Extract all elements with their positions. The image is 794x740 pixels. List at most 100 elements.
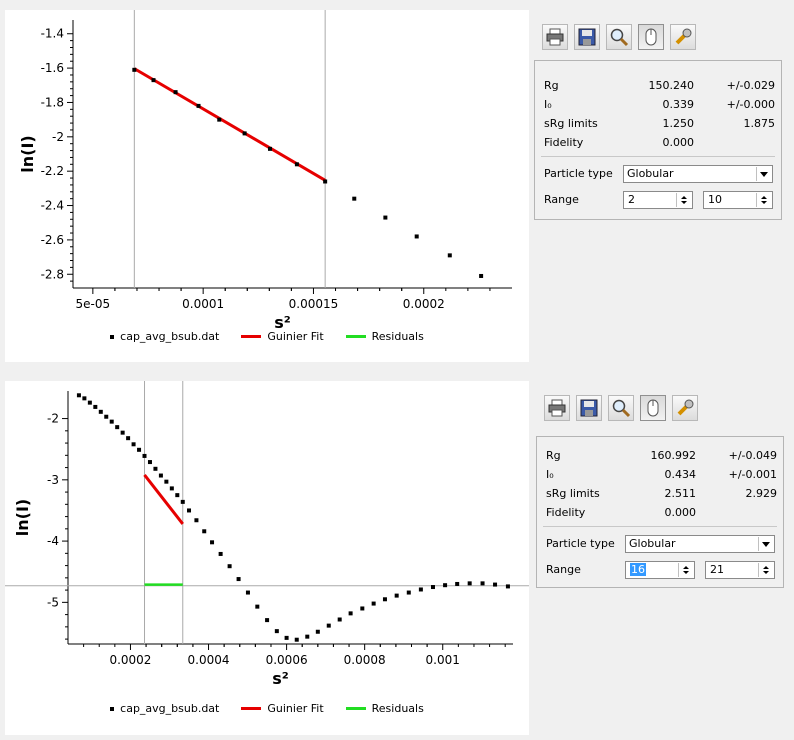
guinier-chart-2[interactable]: -2 -3 -4 -5 0.0002 0.0004 0.0006 0.0008 0.001 s² l…: [5, 381, 529, 703]
data-point: [274, 629, 279, 634]
print-button[interactable]: [544, 395, 570, 421]
range-row: Range: [537, 561, 783, 579]
legend-item-fit[interactable]: Guinier Fit: [241, 702, 324, 715]
y-tick-label: -1.6: [41, 61, 64, 75]
y-tick-label: -2.2: [41, 164, 64, 178]
data-point: [371, 601, 376, 606]
data-point: [284, 635, 289, 640]
legend-item-residuals[interactable]: Residuals: [345, 330, 424, 343]
data-point: [142, 453, 147, 458]
srg-limit-min: 2.511: [664, 487, 697, 500]
legend-item-dat[interactable]: cap_avg_bsub.dat: [110, 702, 219, 715]
data-point: [151, 78, 156, 83]
spin-arrows-icon[interactable]: [676, 193, 691, 207]
rg-error: +/-0.049: [728, 449, 777, 462]
plot-area-1[interactable]: -1.4 -1.6 -1.8 -2 -2.2 -2.4 -2.6 -2.8 5e-05 0.000…: [5, 10, 529, 362]
pan-mouse-button[interactable]: [638, 24, 664, 50]
settings-button[interactable]: [672, 395, 698, 421]
mouse-icon: [645, 28, 657, 46]
guinier-panel-2: -2 -3 -4 -5 0.0002 0.0004 0.0006 0.0008 0.001 s² l…: [5, 381, 790, 735]
spin-arrows-icon[interactable]: [678, 563, 693, 577]
range-end-spinbox[interactable]: 10: [703, 191, 773, 209]
legend-point-marker: [110, 706, 115, 711]
data-point: [443, 583, 448, 588]
range-end-value: 10: [708, 193, 722, 206]
settings-icon: [677, 399, 694, 416]
pan-mouse-button[interactable]: [640, 395, 666, 421]
plot-area-2[interactable]: -2 -3 -4 -5 0.0002 0.0004 0.0006 0.0008 0.001 s² l…: [5, 381, 529, 735]
legend-item-dat[interactable]: cap_avg_bsub.dat: [110, 330, 219, 343]
data-point: [115, 425, 120, 430]
srg-limits-row: sRg limits 1.250 1.875: [535, 115, 781, 133]
rg-row: Rg 160.992 +/-0.049: [537, 447, 783, 465]
x-tick-label: 0.0004: [188, 653, 230, 667]
x-axis-label: s²: [274, 313, 291, 332]
data-point: [479, 273, 484, 278]
data-point: [137, 447, 142, 452]
y-tick-label: -2.4: [41, 199, 64, 213]
data-point: [315, 629, 320, 634]
data-point: [194, 518, 199, 523]
data-point: [294, 162, 299, 167]
info-separator: [543, 526, 777, 527]
guinier-chart-1[interactable]: -1.4 -1.6 -1.8 -2 -2.2 -2.4 -2.6 -2.8 5e-05 0.000…: [5, 10, 529, 332]
legend-2: cap_avg_bsub.dat Guinier Fit Residuals: [5, 702, 529, 715]
settings-button[interactable]: [670, 24, 696, 50]
fidelity-value: 0.000: [662, 136, 695, 149]
data-point: [153, 466, 158, 471]
range-start-spinbox[interactable]: 16: [625, 561, 695, 579]
fidelity-label: Fidelity: [546, 506, 586, 519]
x-tick-label: 0.001: [426, 653, 460, 667]
particle-type-row: Particle type: [535, 165, 781, 183]
i0-value: 0.434: [664, 468, 697, 481]
legend-residuals-line: [345, 707, 366, 710]
zoom-button[interactable]: [606, 24, 632, 50]
range-end-spinbox[interactable]: 21: [705, 561, 775, 579]
data-point: [406, 590, 411, 595]
data-point: [175, 493, 180, 498]
legend-item-residuals[interactable]: Residuals: [345, 702, 424, 715]
print-button[interactable]: [542, 24, 568, 50]
data-point: [265, 618, 270, 623]
rg-value: 150.240: [648, 79, 695, 92]
legend-label-residuals: Residuals: [371, 702, 424, 715]
particle-type-select[interactable]: Globular: [625, 535, 775, 553]
data-point: [93, 404, 98, 409]
spin-arrows-icon[interactable]: [758, 563, 773, 577]
x-tick-label: 0.0001: [182, 297, 224, 311]
data-point: [82, 396, 87, 401]
data-point: [267, 146, 272, 151]
data-point: [98, 409, 103, 414]
data-point: [255, 604, 260, 609]
data-point: [158, 473, 163, 478]
y-tick-label: -5: [47, 595, 59, 609]
save-button[interactable]: [574, 24, 600, 50]
legend-item-fit[interactable]: Guinier Fit: [241, 330, 324, 343]
save-button[interactable]: [576, 395, 602, 421]
legend-point-marker: [110, 334, 115, 339]
plot-toolbar-1: [542, 24, 696, 50]
data-point: [76, 393, 81, 398]
data-point: [126, 436, 131, 441]
y-tick-label: -4: [47, 534, 59, 548]
legend-label-fit: Guinier Fit: [267, 330, 324, 343]
data-point: [109, 419, 114, 424]
chevron-down-icon[interactable]: [756, 167, 771, 181]
plot-toolbar-2: [544, 395, 698, 421]
legend-label-dat: cap_avg_bsub.dat: [120, 702, 220, 715]
data-point: [360, 606, 365, 611]
chevron-down-icon[interactable]: [758, 537, 773, 551]
zoom-button[interactable]: [608, 395, 634, 421]
particle-type-label: Particle type: [544, 167, 613, 180]
data-point: [173, 90, 178, 95]
y-axis-label: ln(I): [18, 135, 37, 172]
particle-type-select[interactable]: Globular: [623, 165, 773, 183]
particle-type-value: Globular: [629, 537, 676, 550]
legend-fit-line: [241, 707, 262, 710]
data-point: [383, 215, 388, 220]
data-point: [169, 486, 174, 491]
srg-limit-max: 1.875: [743, 117, 776, 130]
spin-arrows-icon[interactable]: [756, 193, 771, 207]
legend-fit-line: [241, 335, 262, 338]
range-start-spinbox[interactable]: 2: [623, 191, 693, 209]
